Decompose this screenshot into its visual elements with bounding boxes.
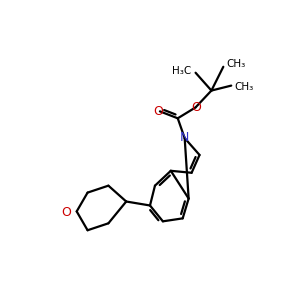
Text: O: O — [192, 101, 202, 114]
Text: H₃C: H₃C — [172, 66, 192, 76]
Text: O: O — [61, 206, 71, 219]
Text: CH₃: CH₃ — [226, 59, 245, 69]
Text: N: N — [180, 130, 189, 144]
Text: CH₃: CH₃ — [234, 82, 254, 92]
Text: O: O — [153, 105, 163, 118]
